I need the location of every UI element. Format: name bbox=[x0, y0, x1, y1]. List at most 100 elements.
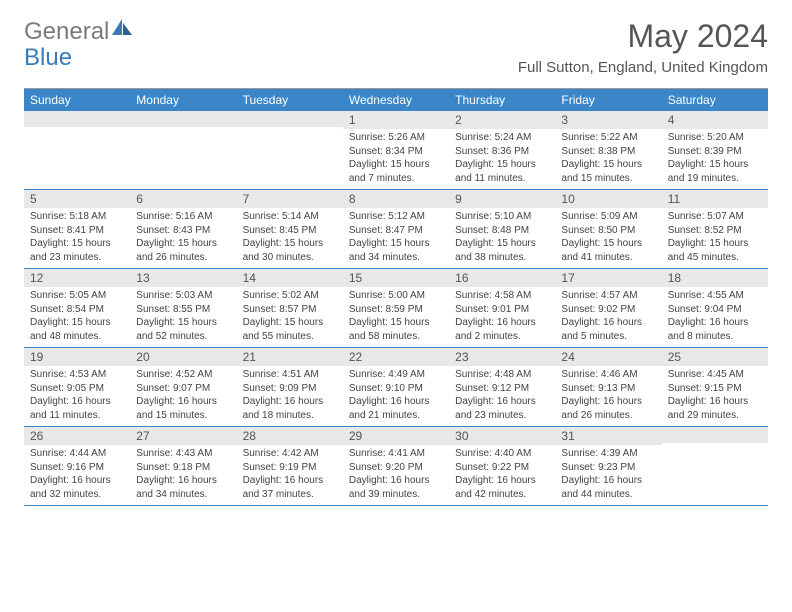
sunset-text: Sunset: 8:54 PM bbox=[30, 303, 124, 317]
daylight-text: Daylight: 16 hours and 29 minutes. bbox=[668, 395, 762, 422]
sunset-text: Sunset: 8:45 PM bbox=[243, 224, 337, 238]
sunset-text: Sunset: 9:16 PM bbox=[30, 461, 124, 475]
weeks-container: 1Sunrise: 5:26 AMSunset: 8:34 PMDaylight… bbox=[24, 111, 768, 506]
sunrise-text: Sunrise: 4:44 AM bbox=[30, 447, 124, 461]
day-number: 5 bbox=[24, 190, 130, 208]
sunrise-text: Sunrise: 5:14 AM bbox=[243, 210, 337, 224]
day-cell: 20Sunrise: 4:52 AMSunset: 9:07 PMDayligh… bbox=[130, 348, 236, 426]
day-body: Sunrise: 5:14 AMSunset: 8:45 PMDaylight:… bbox=[237, 208, 343, 268]
sunrise-text: Sunrise: 4:41 AM bbox=[349, 447, 443, 461]
sunrise-text: Sunrise: 5:12 AM bbox=[349, 210, 443, 224]
sunrise-text: Sunrise: 4:55 AM bbox=[668, 289, 762, 303]
sunset-text: Sunset: 8:36 PM bbox=[455, 145, 549, 159]
day-cell: 2Sunrise: 5:24 AMSunset: 8:36 PMDaylight… bbox=[449, 111, 555, 189]
day-number: 27 bbox=[130, 427, 236, 445]
header: General May 2024 Full Sutton, England, U… bbox=[0, 0, 792, 80]
day-number: 12 bbox=[24, 269, 130, 287]
sunrise-text: Sunrise: 5:10 AM bbox=[455, 210, 549, 224]
day-body: Sunrise: 5:16 AMSunset: 8:43 PMDaylight:… bbox=[130, 208, 236, 268]
title-block: May 2024 Full Sutton, England, United Ki… bbox=[518, 18, 768, 76]
day-body: Sunrise: 4:53 AMSunset: 9:05 PMDaylight:… bbox=[24, 366, 130, 426]
day-body: Sunrise: 4:39 AMSunset: 9:23 PMDaylight:… bbox=[555, 445, 661, 505]
sunrise-text: Sunrise: 4:49 AM bbox=[349, 368, 443, 382]
sunrise-text: Sunrise: 5:26 AM bbox=[349, 131, 443, 145]
day-cell bbox=[24, 111, 130, 189]
sunrise-text: Sunrise: 5:22 AM bbox=[561, 131, 655, 145]
daylight-text: Daylight: 15 hours and 58 minutes. bbox=[349, 316, 443, 343]
sunset-text: Sunset: 9:12 PM bbox=[455, 382, 549, 396]
sunset-text: Sunset: 8:34 PM bbox=[349, 145, 443, 159]
day-cell: 18Sunrise: 4:55 AMSunset: 9:04 PMDayligh… bbox=[662, 269, 768, 347]
logo-sail-icon bbox=[112, 19, 134, 37]
sunset-text: Sunset: 8:55 PM bbox=[136, 303, 230, 317]
week-row: 26Sunrise: 4:44 AMSunset: 9:16 PMDayligh… bbox=[24, 427, 768, 506]
sunset-text: Sunset: 9:23 PM bbox=[561, 461, 655, 475]
daylight-text: Daylight: 15 hours and 11 minutes. bbox=[455, 158, 549, 185]
day-number: 30 bbox=[449, 427, 555, 445]
day-cell: 3Sunrise: 5:22 AMSunset: 8:38 PMDaylight… bbox=[555, 111, 661, 189]
day-number: 7 bbox=[237, 190, 343, 208]
daylight-text: Daylight: 16 hours and 21 minutes. bbox=[349, 395, 443, 422]
day-body: Sunrise: 5:07 AMSunset: 8:52 PMDaylight:… bbox=[662, 208, 768, 268]
daylight-text: Daylight: 15 hours and 19 minutes. bbox=[668, 158, 762, 185]
week-row: 12Sunrise: 5:05 AMSunset: 8:54 PMDayligh… bbox=[24, 269, 768, 348]
daylight-text: Daylight: 15 hours and 15 minutes. bbox=[561, 158, 655, 185]
sunset-text: Sunset: 8:48 PM bbox=[455, 224, 549, 238]
day-cell: 5Sunrise: 5:18 AMSunset: 8:41 PMDaylight… bbox=[24, 190, 130, 268]
sunset-text: Sunset: 9:07 PM bbox=[136, 382, 230, 396]
day-cell: 24Sunrise: 4:46 AMSunset: 9:13 PMDayligh… bbox=[555, 348, 661, 426]
sunset-text: Sunset: 8:41 PM bbox=[30, 224, 124, 238]
sunrise-text: Sunrise: 5:16 AM bbox=[136, 210, 230, 224]
sunrise-text: Sunrise: 5:18 AM bbox=[30, 210, 124, 224]
day-body: Sunrise: 5:05 AMSunset: 8:54 PMDaylight:… bbox=[24, 287, 130, 347]
sunset-text: Sunset: 8:39 PM bbox=[668, 145, 762, 159]
day-cell: 12Sunrise: 5:05 AMSunset: 8:54 PMDayligh… bbox=[24, 269, 130, 347]
day-body: Sunrise: 4:40 AMSunset: 9:22 PMDaylight:… bbox=[449, 445, 555, 505]
day-body: Sunrise: 4:46 AMSunset: 9:13 PMDaylight:… bbox=[555, 366, 661, 426]
day-cell: 6Sunrise: 5:16 AMSunset: 8:43 PMDaylight… bbox=[130, 190, 236, 268]
day-cell: 21Sunrise: 4:51 AMSunset: 9:09 PMDayligh… bbox=[237, 348, 343, 426]
week-row: 5Sunrise: 5:18 AMSunset: 8:41 PMDaylight… bbox=[24, 190, 768, 269]
weekday-header: Thursday bbox=[449, 89, 555, 111]
daylight-text: Daylight: 15 hours and 48 minutes. bbox=[30, 316, 124, 343]
day-body: Sunrise: 4:44 AMSunset: 9:16 PMDaylight:… bbox=[24, 445, 130, 505]
daylight-text: Daylight: 15 hours and 55 minutes. bbox=[243, 316, 337, 343]
day-number: 4 bbox=[662, 111, 768, 129]
day-number bbox=[130, 111, 236, 127]
location: Full Sutton, England, United Kingdom bbox=[518, 59, 768, 76]
weekday-header: Tuesday bbox=[237, 89, 343, 111]
day-cell bbox=[237, 111, 343, 189]
day-cell: 28Sunrise: 4:42 AMSunset: 9:19 PMDayligh… bbox=[237, 427, 343, 505]
weekday-header: Friday bbox=[555, 89, 661, 111]
sunset-text: Sunset: 9:02 PM bbox=[561, 303, 655, 317]
sunset-text: Sunset: 8:43 PM bbox=[136, 224, 230, 238]
daylight-text: Daylight: 16 hours and 2 minutes. bbox=[455, 316, 549, 343]
daylight-text: Daylight: 15 hours and 30 minutes. bbox=[243, 237, 337, 264]
day-number: 22 bbox=[343, 348, 449, 366]
sunset-text: Sunset: 9:19 PM bbox=[243, 461, 337, 475]
day-number: 3 bbox=[555, 111, 661, 129]
day-body: Sunrise: 5:18 AMSunset: 8:41 PMDaylight:… bbox=[24, 208, 130, 268]
weekday-header: Wednesday bbox=[343, 89, 449, 111]
day-number: 17 bbox=[555, 269, 661, 287]
day-cell: 14Sunrise: 5:02 AMSunset: 8:57 PMDayligh… bbox=[237, 269, 343, 347]
sunrise-text: Sunrise: 4:51 AM bbox=[243, 368, 337, 382]
week-row: 1Sunrise: 5:26 AMSunset: 8:34 PMDaylight… bbox=[24, 111, 768, 190]
day-number: 15 bbox=[343, 269, 449, 287]
day-body: Sunrise: 4:48 AMSunset: 9:12 PMDaylight:… bbox=[449, 366, 555, 426]
day-cell: 15Sunrise: 5:00 AMSunset: 8:59 PMDayligh… bbox=[343, 269, 449, 347]
day-body: Sunrise: 5:26 AMSunset: 8:34 PMDaylight:… bbox=[343, 129, 449, 189]
daylight-text: Daylight: 16 hours and 15 minutes. bbox=[136, 395, 230, 422]
daylight-text: Daylight: 16 hours and 32 minutes. bbox=[30, 474, 124, 501]
day-body: Sunrise: 5:22 AMSunset: 8:38 PMDaylight:… bbox=[555, 129, 661, 189]
logo-text-general: General bbox=[24, 18, 109, 46]
sunrise-text: Sunrise: 4:52 AM bbox=[136, 368, 230, 382]
day-body: Sunrise: 5:24 AMSunset: 8:36 PMDaylight:… bbox=[449, 129, 555, 189]
sunrise-text: Sunrise: 4:58 AM bbox=[455, 289, 549, 303]
daylight-text: Daylight: 16 hours and 42 minutes. bbox=[455, 474, 549, 501]
day-body: Sunrise: 4:49 AMSunset: 9:10 PMDaylight:… bbox=[343, 366, 449, 426]
daylight-text: Daylight: 16 hours and 8 minutes. bbox=[668, 316, 762, 343]
day-body: Sunrise: 5:12 AMSunset: 8:47 PMDaylight:… bbox=[343, 208, 449, 268]
day-cell: 16Sunrise: 4:58 AMSunset: 9:01 PMDayligh… bbox=[449, 269, 555, 347]
sunrise-text: Sunrise: 5:00 AM bbox=[349, 289, 443, 303]
